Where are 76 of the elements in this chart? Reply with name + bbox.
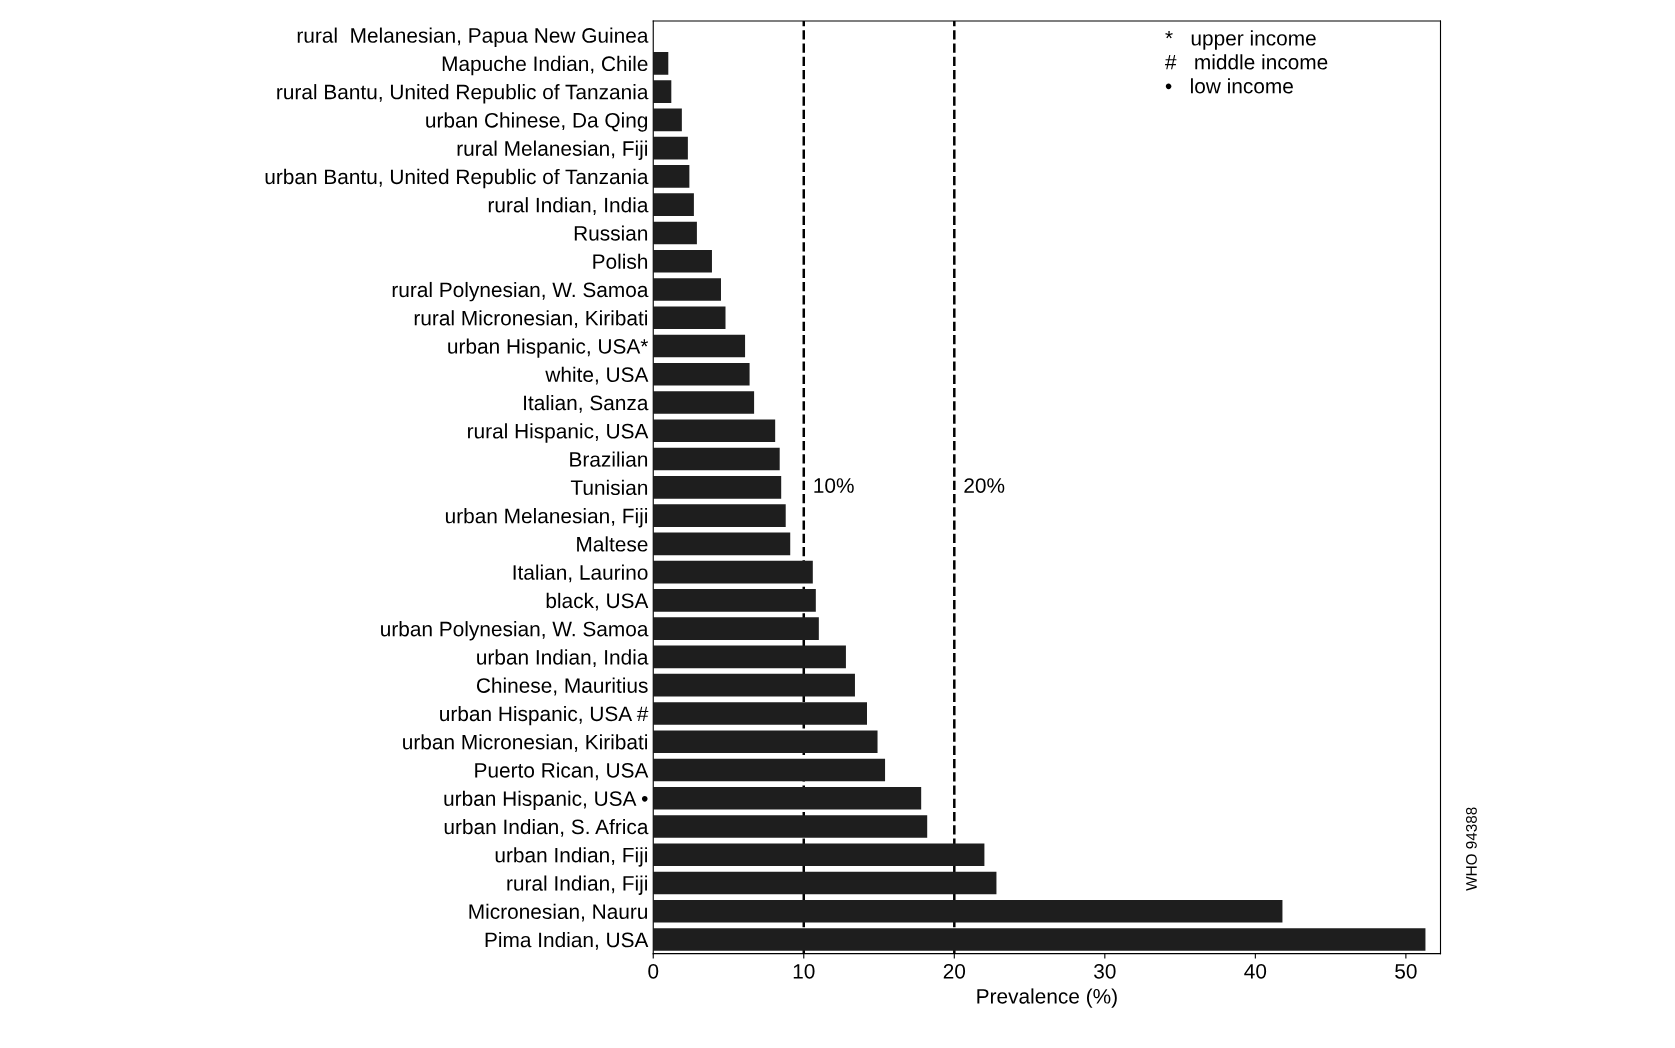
bar [653, 899, 1283, 923]
bar [653, 362, 750, 386]
bar [653, 617, 819, 640]
bar [653, 758, 886, 782]
y-tick-label: rural Melanesian, Papua New Guinea [297, 27, 649, 47]
y-tick-label: rural Indian, Fiji [507, 875, 647, 895]
x-axis-title: Prevalence (%) [977, 988, 1117, 1008]
y-tick-label: urban Micronesian, Kiribati [403, 734, 647, 752]
bar [653, 447, 780, 471]
y-tick-label: urban Indian, India [477, 649, 649, 668]
bar [653, 334, 746, 358]
bar [653, 589, 816, 612]
y-tick-label: Puerto Rican, USA [475, 762, 649, 781]
y-tick-label: Tunisian [570, 479, 648, 496]
bar [653, 532, 791, 556]
bar [653, 419, 776, 443]
y-tick-label: Brazilian [570, 451, 648, 467]
annotation: * upper income # middle income • low income [1165, 30, 1328, 94]
bar [653, 278, 721, 301]
text: WHO 94388 [1466, 807, 1477, 891]
y-tick-label: rural Melanesian, Fiji [457, 140, 647, 161]
y-tick-label: white, USA [545, 366, 649, 385]
bar [653, 476, 782, 499]
y-tick-label: urban Melanesian, Fiji [445, 508, 647, 528]
bar [653, 645, 846, 669]
bar [653, 504, 786, 527]
bar [653, 52, 669, 75]
bar [653, 702, 867, 725]
bar [653, 815, 928, 838]
y-tick-label: Mapuche Indian, Chile [442, 55, 648, 76]
bar [653, 249, 712, 273]
bar [653, 306, 726, 330]
y-tick-label: urban Bantu, United Republic of Tanzania [265, 168, 649, 189]
y-tick-label: Russian [574, 225, 648, 241]
y-tick-label: rural Indian, India [488, 197, 649, 215]
bar [653, 673, 855, 697]
y-tick-label: rural Micronesian, Kiribati [414, 310, 647, 328]
bar [653, 786, 922, 810]
y-tick-label: Micronesian, Nauru [469, 903, 648, 922]
x-tick-label: 0 [648, 963, 659, 979]
x-tick-label: 40 [1244, 963, 1267, 979]
bar [653, 560, 813, 584]
x-tick-label: 20 [943, 963, 966, 979]
bar [653, 221, 697, 245]
y-tick-label: black, USA [546, 592, 649, 611]
bar [653, 165, 690, 188]
bar [653, 108, 682, 132]
bar [653, 391, 755, 414]
ref-line-label: 10% [814, 478, 854, 493]
bar [653, 193, 694, 216]
ref-line-label: 20% [964, 478, 1005, 493]
bar [653, 136, 688, 160]
y-tick-label: Polish [593, 253, 648, 269]
bar [653, 928, 1426, 951]
y-tick-label: urban Chinese, Da Qing [426, 112, 648, 132]
y-tick-label: Italian, Laurino [513, 564, 648, 583]
y-tick-label: rural Bantu, United Republic of Tanzania [277, 84, 649, 104]
y-tick-label: urban Indian, Fiji [495, 847, 647, 867]
x-tick-label: 10 [793, 963, 815, 979]
y-tick-label: Pima Indian, USA [485, 932, 649, 950]
y-tick-label: Chinese, Mauritius [476, 677, 648, 696]
bar [653, 80, 672, 103]
y-tick-label: urban Hispanic, USA • [444, 790, 648, 811]
y-tick-label: urban Polynesian, W. Samoa [381, 621, 649, 641]
y-tick-label: Italian, Sanza [524, 394, 649, 413]
bar [653, 871, 997, 895]
y-tick-label: rural Hispanic, USA [468, 423, 649, 443]
y-tick-label: urban Hispanic, USA # [440, 705, 649, 726]
x-tick-label: 30 [1094, 963, 1116, 979]
y-tick-label: rural Polynesian, W. Samoa [392, 281, 649, 302]
bar [653, 843, 985, 867]
y-tick-label: urban Hispanic, USA* [448, 338, 649, 358]
y-tick-label: urban Indian, S. Africa [444, 818, 649, 837]
bar [653, 730, 878, 753]
y-tick-label: Maltese [577, 536, 648, 552]
x-tick-label: 50 [1395, 963, 1417, 979]
